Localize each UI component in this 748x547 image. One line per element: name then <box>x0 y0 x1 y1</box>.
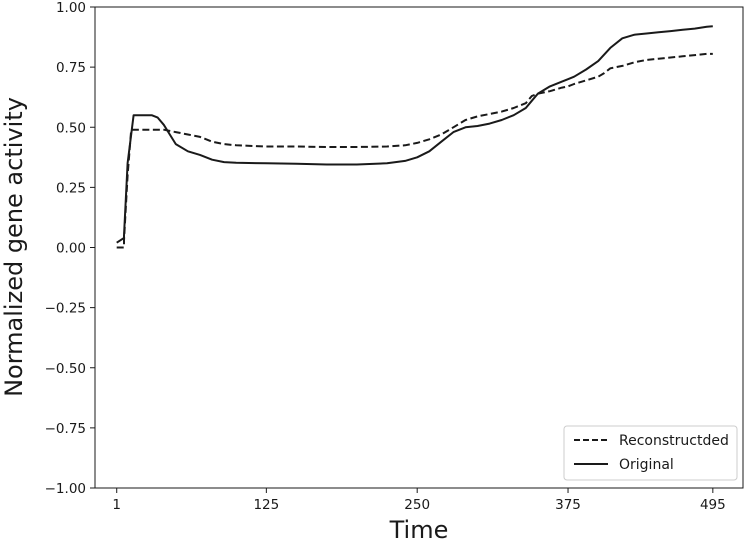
series-line-original <box>116 25 713 244</box>
legend-box <box>563 425 738 481</box>
legend: Reconstructded Original <box>563 425 738 481</box>
y-tick-label: −0.25 <box>45 301 86 317</box>
x-tick-label: 495 <box>700 497 726 513</box>
series-layer <box>116 25 713 249</box>
y-axis-label: Normalized gene activity <box>0 97 28 397</box>
x-tick-label: 250 <box>404 497 430 513</box>
y-tick-label: 0.50 <box>56 120 86 136</box>
y-tick-label: 0.00 <box>56 241 86 257</box>
legend-label-reconstructed: Reconstructded <box>619 433 729 449</box>
y-axis: −1.00 −0.75 −0.50 −0.25 0.00 0.25 0.50 0.75 1.00 <box>45 0 95 497</box>
series-line-reconstructded <box>116 52 713 249</box>
legend-label-original: Original <box>619 457 674 473</box>
y-tick-label: 0.25 <box>56 180 86 196</box>
y-tick-label: −0.50 <box>45 361 86 377</box>
x-axis-label: Time <box>389 516 449 543</box>
y-tick-label: −1.00 <box>45 481 86 497</box>
y-tick-label: 0.75 <box>56 60 86 76</box>
y-tick-label: 1.00 <box>56 0 86 16</box>
x-tick-label: 125 <box>253 497 279 513</box>
plot-frame <box>94 6 744 489</box>
x-tick-label: 1 <box>112 497 121 513</box>
x-axis: 1 125 250 375 495 <box>112 488 726 513</box>
y-tick-label: −0.75 <box>45 421 86 437</box>
x-tick-label: 375 <box>555 497 581 513</box>
